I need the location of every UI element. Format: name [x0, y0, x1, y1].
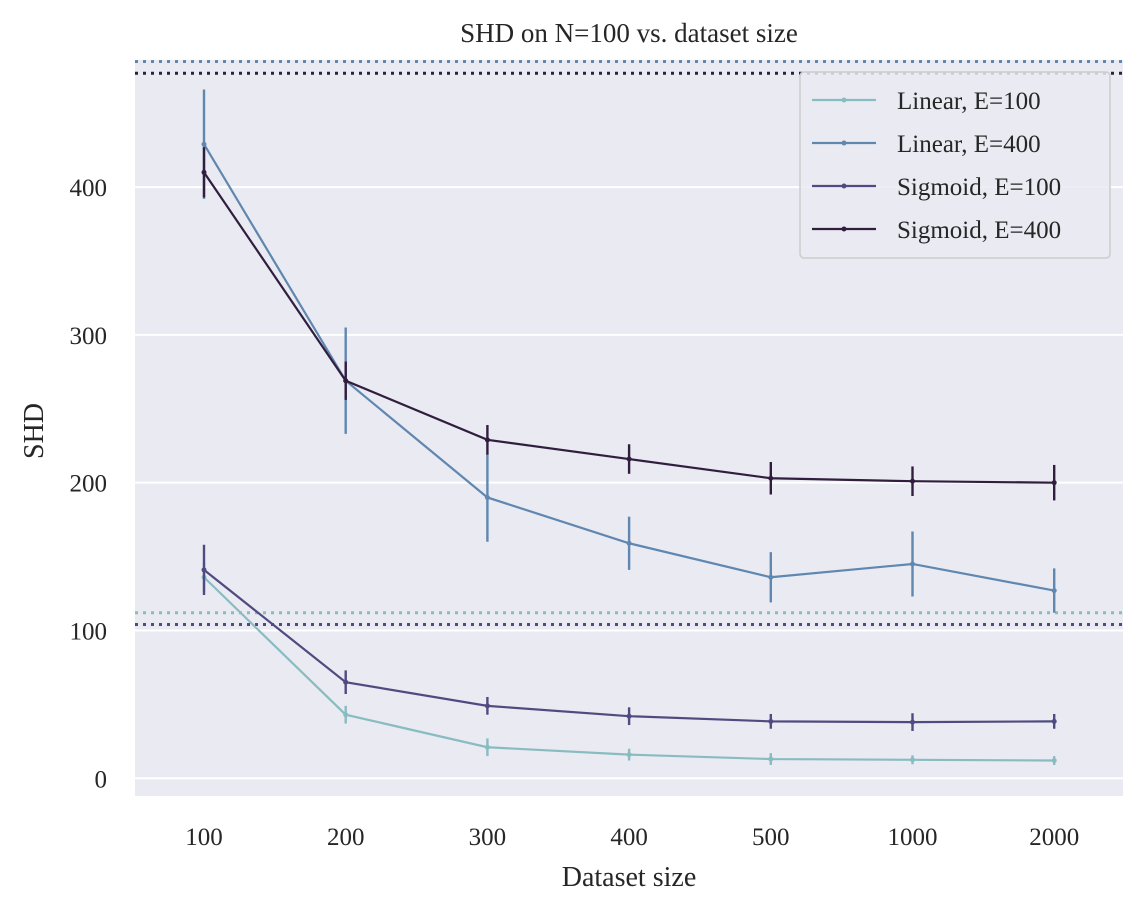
legend-swatch-marker: [841, 226, 847, 232]
legend-label: Sigmoid, E=400: [897, 217, 1061, 244]
legend-label: Linear, E=400: [897, 131, 1041, 158]
y-tick-label: 200: [70, 471, 108, 498]
y-tick-label: 100: [70, 618, 108, 645]
data-point: [910, 561, 915, 567]
data-point: [343, 679, 349, 685]
legend-label: Sigmoid, E=100: [897, 174, 1061, 201]
data-point: [343, 712, 349, 718]
data-point: [1051, 480, 1057, 486]
x-tick-label: 300: [469, 824, 507, 851]
data-point: [910, 757, 915, 763]
y-tick-label: 300: [70, 323, 108, 350]
y-tick-label: 0: [95, 766, 108, 793]
data-point: [910, 719, 915, 725]
series-group: [201, 562, 1057, 765]
data-point: [343, 378, 349, 384]
tick-labels: 0 100 200 300 400 100 200 300 400 500 1000 2000: [70, 175, 1080, 851]
series-group: [201, 544, 1057, 731]
legend-box: [799, 71, 1111, 259]
chart-title: SHD on N=100 vs. dataset size: [460, 18, 798, 48]
x-tick-label: 1000: [888, 824, 938, 851]
y-tick-label: 400: [70, 175, 108, 202]
x-tick-label: 100: [185, 824, 223, 851]
legend-swatch-marker: [841, 97, 847, 103]
legend-label: Linear, E=100: [897, 88, 1041, 115]
series-group: [201, 147, 1057, 501]
data-point: [484, 744, 490, 750]
legend-swatch-marker: [841, 140, 847, 146]
data-point: [201, 169, 207, 175]
x-tick-label: 500: [752, 824, 790, 851]
data-point: [768, 574, 774, 580]
data-point: [768, 756, 774, 762]
x-tick-label: 200: [327, 824, 365, 851]
data-point: [768, 475, 774, 481]
data-point: [484, 703, 490, 709]
legend: Linear, E=100 Linear, E=400 Sigmoid, E=100…: [799, 71, 1111, 259]
data-point: [1051, 588, 1057, 594]
y-axis-label: SHD: [19, 403, 50, 459]
data-point: [626, 540, 632, 546]
data-point: [1051, 718, 1057, 724]
data-point: [910, 478, 915, 484]
data-point: [768, 718, 774, 724]
legend-swatch-marker: [841, 183, 847, 189]
series-layer: [201, 89, 1057, 765]
data-point: [626, 752, 632, 758]
data-point: [626, 713, 632, 719]
x-tick-label: 400: [610, 824, 648, 851]
data-point: [626, 456, 632, 462]
data-point: [201, 141, 207, 147]
data-point: [484, 494, 490, 500]
x-tick-label: 2000: [1029, 824, 1079, 851]
data-point: [1051, 758, 1057, 764]
data-point: [201, 567, 207, 573]
x-axis-label: Dataset size: [562, 862, 697, 893]
data-point: [484, 437, 490, 443]
